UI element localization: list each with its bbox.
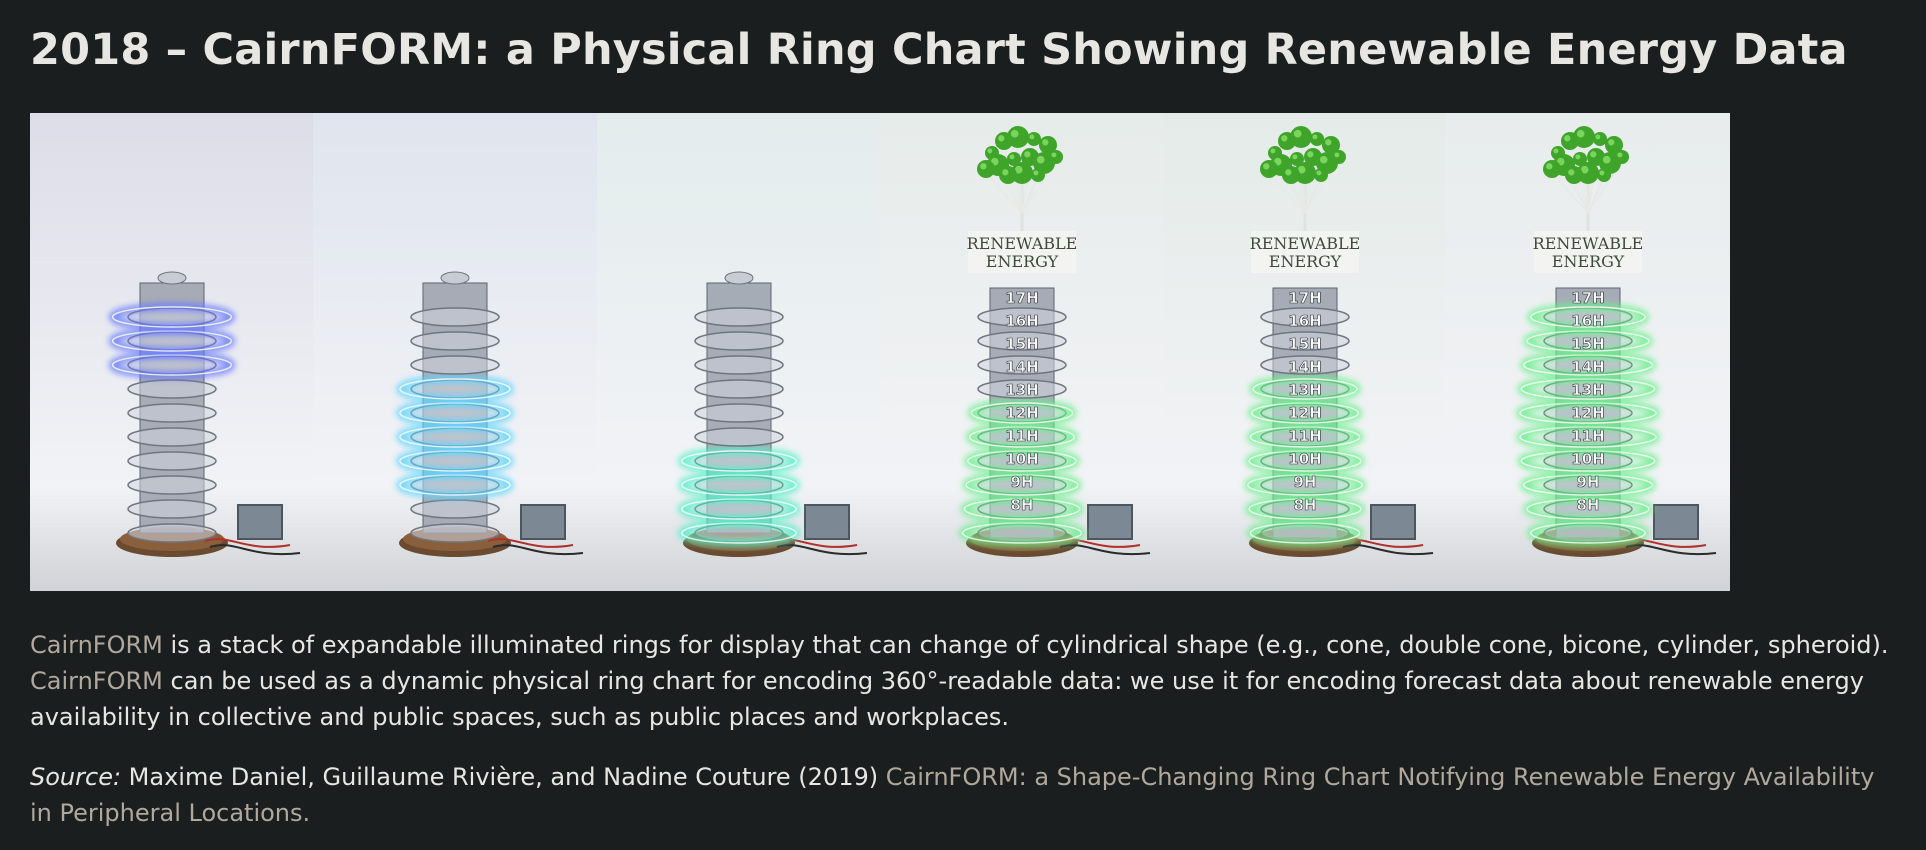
hour-label: 11H bbox=[1005, 427, 1038, 445]
photo-panel: 17H 16H 15H 14H 13H 12H 11H 10H 9H 8H RENEWABLE ENE… bbox=[1163, 113, 1447, 591]
cairnform-link-1[interactable]: CairnFORM bbox=[30, 631, 163, 659]
description-text-2: can be used as a dynamic physical ring c… bbox=[30, 667, 1864, 731]
page-title: 2018 – CairnFORM: a Physical Ring Chart … bbox=[30, 25, 1848, 75]
hour-label: 17H bbox=[1572, 289, 1605, 307]
hour-label: 12H bbox=[1288, 404, 1321, 422]
hour-label: 10H bbox=[1572, 450, 1605, 468]
hour-label: 8H bbox=[1294, 496, 1317, 514]
photo-panel bbox=[596, 113, 880, 591]
renewable-sign-line2: ENERGY bbox=[1269, 252, 1342, 271]
description-paragraph: CairnFORM is a stack of expandable illum… bbox=[30, 627, 1896, 735]
photo-panel bbox=[313, 113, 597, 591]
renewable-sign-line2: ENERGY bbox=[986, 252, 1059, 271]
source-paragraph: Source: Maxime Daniel, Guillaume Rivière… bbox=[30, 759, 1896, 831]
hour-label: 16H bbox=[1572, 312, 1605, 330]
renewable-sign-line2: ENERGY bbox=[1552, 252, 1625, 271]
renewable-sign-line1: RENEWABLE bbox=[967, 234, 1078, 253]
hour-label: 12H bbox=[1005, 404, 1038, 422]
hour-label: 13H bbox=[1005, 381, 1038, 399]
source-label: Source: bbox=[30, 763, 122, 791]
hour-label: 8H bbox=[1010, 496, 1033, 514]
hour-label: 11H bbox=[1572, 427, 1605, 445]
photo-panel: 17H 16H 15H 14H 13H 12H 11H 10H 9H 8H RENEWABLE ENE… bbox=[1446, 113, 1730, 591]
hour-label: 9H bbox=[1010, 473, 1033, 491]
hour-label: 13H bbox=[1572, 381, 1605, 399]
cairnform-photo-strip: 17H 16H 15H 14H 13H 12H 11H 10H 9H 8H RENEWABLE ENE… bbox=[30, 113, 1730, 591]
hour-label: 8H bbox=[1577, 496, 1600, 514]
hour-label: 9H bbox=[1577, 473, 1600, 491]
paper-link[interactable]: CairnFORM: a Shape-Changing Ring Chart N… bbox=[30, 763, 1875, 827]
hour-label: 17H bbox=[1288, 289, 1321, 307]
hour-label: 15H bbox=[1572, 335, 1605, 353]
cairnform-link-2[interactable]: CairnFORM bbox=[30, 667, 163, 695]
hour-label: 14H bbox=[1572, 358, 1605, 376]
hour-label: 11H bbox=[1288, 427, 1321, 445]
hour-label: 9H bbox=[1294, 473, 1317, 491]
hour-label: 14H bbox=[1005, 358, 1038, 376]
hour-label: 10H bbox=[1005, 450, 1038, 468]
source-authors: Maxime Daniel, Guillaume Rivière, and Na… bbox=[121, 763, 886, 791]
hour-label: 15H bbox=[1005, 335, 1038, 353]
hour-label: 10H bbox=[1288, 450, 1321, 468]
renewable-sign-line1: RENEWABLE bbox=[1250, 234, 1361, 253]
photo-panel bbox=[30, 113, 314, 591]
renewable-sign-line1: RENEWABLE bbox=[1533, 234, 1644, 253]
photo-panel: 17H 16H 15H 14H 13H 12H 11H 10H 9H 8H RENEWABLE ENE… bbox=[879, 113, 1164, 591]
description-text-1: is a stack of expandable illuminated rin… bbox=[162, 631, 1889, 659]
hour-label: 16H bbox=[1005, 312, 1038, 330]
hour-label: 13H bbox=[1288, 381, 1321, 399]
hour-label: 12H bbox=[1572, 404, 1605, 422]
hour-label: 16H bbox=[1288, 312, 1321, 330]
hour-label: 15H bbox=[1288, 335, 1321, 353]
hour-label: 14H bbox=[1288, 358, 1321, 376]
hour-label: 17H bbox=[1005, 289, 1038, 307]
